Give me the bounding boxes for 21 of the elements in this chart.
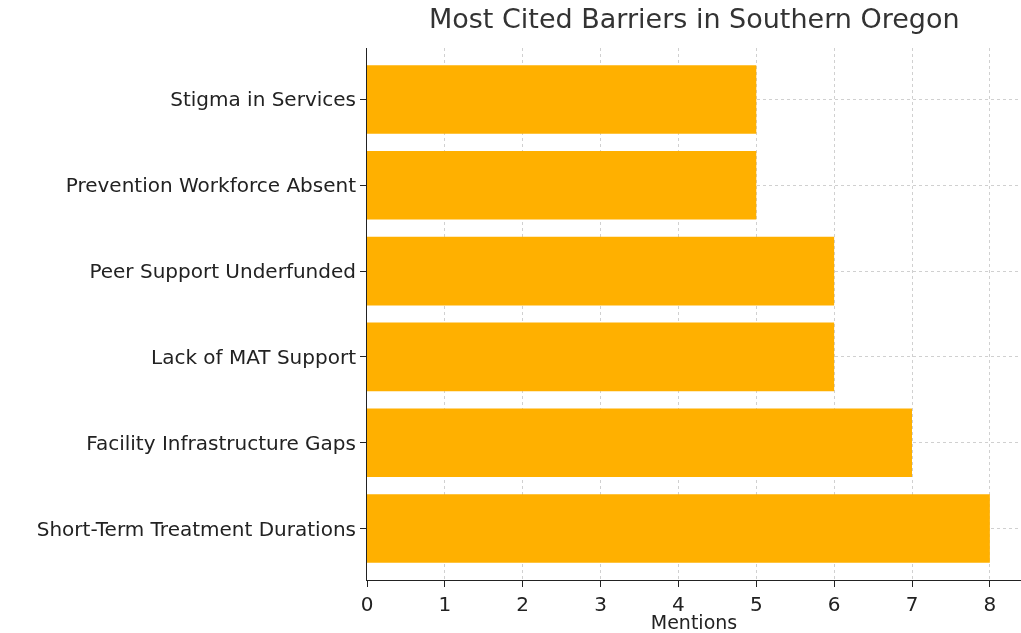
x-tick-label: 7	[905, 592, 919, 616]
bar	[367, 322, 835, 392]
x-tick-label: 1	[438, 592, 452, 616]
y-tick-label: Short-Term Treatment Durations	[36, 516, 356, 541]
y-tick-label: Stigma in Services	[170, 87, 356, 112]
bar	[367, 65, 757, 134]
bar	[367, 408, 912, 478]
bar	[367, 150, 757, 220]
x-tick-label: 3	[594, 592, 607, 616]
bar	[367, 494, 990, 563]
y-tick-label: Facility Infrastructure Gaps	[86, 430, 356, 455]
y-tick-label: Peer Support Underfunded	[89, 259, 356, 284]
x-tick-label: 5	[749, 592, 763, 616]
x-tick-label: 8	[983, 592, 997, 616]
y-tick-label: Lack of MAT Support	[151, 344, 357, 369]
x-tick-label: 6	[827, 592, 841, 616]
x-tick-label: 2	[516, 592, 530, 616]
x-tick-label: 0	[360, 592, 374, 616]
chart-title: Most Cited Barriers in Southern Oregon	[428, 3, 960, 35]
bar	[367, 236, 835, 306]
y-tick-label: Prevention Workforce Absent	[65, 173, 357, 198]
